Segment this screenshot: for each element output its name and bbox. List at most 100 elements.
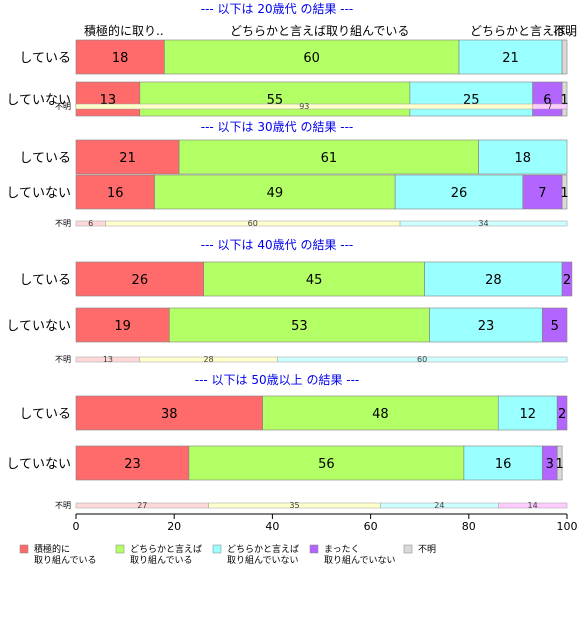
bar-value-label: 6 (543, 93, 551, 108)
bar-value-label: 26 (451, 186, 468, 201)
x-tick-label: 80 (462, 520, 476, 533)
bar-segment (556, 395, 568, 431)
unknown-bar-segment (498, 502, 568, 509)
x-tick-label: 60 (364, 520, 378, 533)
bar-segment (75, 139, 180, 175)
bar-segment (478, 139, 568, 175)
x-tick-label: 0 (73, 520, 80, 533)
bar-value-label: 1 (560, 93, 568, 108)
row-label: していない (6, 457, 71, 472)
bar-segment (75, 395, 263, 431)
unknown-value-label: 93 (299, 102, 309, 111)
row-label: していない (6, 93, 71, 108)
bar-value-label: 21 (119, 151, 136, 166)
unknown-value-label: 27 (137, 501, 147, 510)
legend-label: 積極的に (34, 543, 70, 555)
bar-value-label: 3 (546, 457, 554, 472)
bar-segment (556, 445, 563, 481)
bar-segment (75, 307, 170, 343)
group-title: --- 以下は 20歳代 の結果 --- (201, 2, 354, 16)
category-header-label: 不明 (553, 24, 577, 38)
unknown-value-label: 60 (248, 219, 258, 228)
category-header-label: どちらかと言えば取り組んでいる (230, 24, 409, 38)
bar-value-label: 16 (495, 457, 512, 472)
row-label: している (19, 51, 71, 66)
bar-value-label: 56 (318, 457, 335, 472)
bar-segment (542, 307, 568, 343)
x-tick-label: 100 (557, 520, 578, 533)
legend-label: 取り組んでいない (227, 554, 299, 566)
bar-segment (75, 81, 141, 117)
row-label: している (19, 151, 71, 166)
bar-value-label: 1 (555, 457, 563, 472)
bar-value-label: 1 (560, 186, 568, 201)
category-header-label: どちらかと言えば.. (470, 24, 574, 38)
bar-value-label: 45 (306, 273, 323, 288)
legend-label: 取り組んでいる (130, 554, 193, 566)
group-title: --- 以下は 50歳以上 の結果 --- (195, 373, 360, 387)
bar-segment (522, 174, 563, 210)
row-label: していない (6, 186, 71, 201)
unknown-bar-segment (399, 220, 568, 227)
legend-swatch (212, 544, 222, 554)
unknown-value-label: 28 (203, 355, 213, 364)
bar-segment (424, 261, 563, 297)
legend-swatch (309, 544, 319, 554)
bar-value-label: 48 (372, 407, 389, 422)
bar-value-label: 38 (161, 407, 178, 422)
unknown-value-label: 14 (528, 501, 538, 510)
bar-value-label: 18 (112, 51, 129, 66)
group-title: --- 以下は 30歳代 の結果 --- (201, 120, 354, 134)
bar-value-label: 16 (107, 186, 124, 201)
unknown-bar-segment (532, 103, 568, 110)
bar-segment (561, 261, 573, 297)
bar-value-label: 5 (551, 319, 559, 334)
unknown-row-label: 不明 (55, 355, 71, 364)
bar-segment (178, 139, 479, 175)
bar-value-label: 26 (132, 273, 149, 288)
legend-swatch (19, 544, 29, 554)
bar-segment (561, 81, 568, 117)
bar-value-label: 60 (303, 51, 320, 66)
row-label: している (19, 407, 71, 422)
bar-segment (262, 395, 499, 431)
legend-label: 取り組んでいない (324, 554, 396, 566)
bar-value-label: 2 (563, 273, 571, 288)
unknown-value-label: 6 (88, 219, 93, 228)
legend-label: どちらかと言えば (130, 543, 202, 555)
bar-value-label: 19 (114, 319, 131, 334)
bar-segment (429, 307, 543, 343)
bar-segment (164, 39, 460, 75)
bar-segment (75, 445, 190, 481)
unknown-row-label: 不明 (55, 102, 71, 111)
bar-segment (561, 39, 568, 75)
unknown-value-label: 60 (417, 355, 427, 364)
unknown-value-label: 24 (434, 501, 444, 510)
row-label: していない (6, 319, 71, 334)
bar-value-label: 12 (519, 407, 536, 422)
bar-segment (561, 174, 568, 210)
bar-value-label: 2 (558, 407, 566, 422)
x-tick-label: 20 (167, 520, 181, 533)
bar-value-label: 28 (485, 273, 502, 288)
bar-segment (75, 174, 155, 210)
bar-value-label: 23 (478, 319, 495, 334)
legend-label: 不明 (418, 544, 436, 555)
row-label: している (19, 273, 71, 288)
bar-segment (497, 395, 558, 431)
bar-value-label: 18 (515, 151, 532, 166)
bar-segment (139, 81, 411, 117)
bar-segment (168, 307, 430, 343)
bar-value-label: 7 (538, 186, 546, 201)
unknown-row-label: 不明 (55, 219, 71, 228)
bar-segment (203, 261, 425, 297)
unknown-row-label: 不明 (55, 501, 71, 510)
unknown-value-label: 13 (103, 355, 113, 364)
group-title: --- 以下は 40歳代 の結果 --- (201, 238, 354, 252)
unknown-value-label: 35 (289, 501, 299, 510)
bar-segment (394, 174, 524, 210)
legend-label: 取り組んでいる (34, 554, 97, 566)
unknown-bar-segment (277, 356, 568, 363)
unknown-value-label: 7 (547, 102, 552, 111)
